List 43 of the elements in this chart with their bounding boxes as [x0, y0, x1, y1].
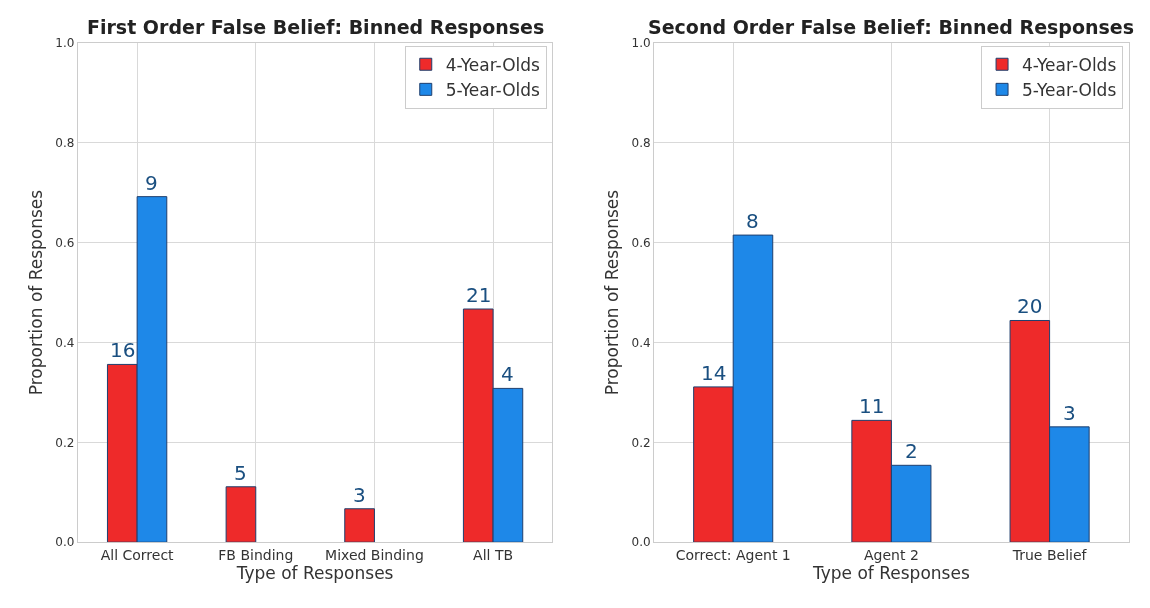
x-tick-label: All TB	[473, 547, 514, 564]
y-tick-label: 0.4	[55, 335, 75, 350]
x-tick-label: All Correct	[100, 547, 175, 564]
annotation: 4	[501, 362, 514, 386]
y-tick-label: 0.8	[55, 135, 75, 150]
annotation: 3	[1063, 401, 1076, 425]
legend-label: 4-Year-Olds	[1022, 54, 1117, 75]
y-tick-label: 0.0	[55, 535, 75, 550]
annotation: 11	[859, 394, 885, 418]
x-axis-title: Type of Responses	[235, 563, 394, 584]
y-tick-label: 0.4	[631, 335, 651, 350]
y-axis-title: Proportion of Responses	[25, 189, 46, 396]
y-tick-label: 0.2	[55, 435, 75, 450]
chart-title: Second Order False Belief: Binned Responses	[648, 16, 1135, 38]
y-tick-label: 1.0	[55, 36, 75, 51]
x-tick-label: Correct: Agent 1	[675, 547, 791, 564]
x-tick-label: FB Binding	[218, 547, 294, 564]
annotation: 21	[466, 283, 492, 307]
y-tick-label: 0.6	[631, 235, 651, 250]
chart-title: First Order False Belief: Binned Responses	[87, 16, 545, 38]
y-axis-title: Proportion of Responses	[602, 189, 623, 396]
annotation: 8	[746, 209, 759, 233]
annotation: 2	[905, 439, 918, 463]
annotation: 16	[110, 338, 136, 362]
x-tick-label: Agent 2	[864, 547, 919, 564]
bar	[225, 486, 257, 543]
y-tick-label: 0.8	[631, 135, 651, 150]
x-tick-label: True Belief	[1011, 547, 1088, 564]
annotation: 14	[701, 361, 727, 385]
x-tick-label: Mixed Binding	[325, 547, 424, 564]
annotation: 9	[145, 171, 158, 195]
annotation: 20	[1017, 294, 1043, 318]
y-tick-label: 0.2	[631, 435, 651, 450]
y-tick-label: 0.6	[55, 235, 75, 250]
annotation: 5	[234, 461, 247, 485]
x-axis-title: Type of Responses	[812, 563, 970, 584]
y-tick-label: 0.0	[631, 535, 651, 550]
y-tick-label: 1.0	[631, 36, 651, 51]
annotation: 3	[353, 483, 366, 507]
legend-label: 5-Year-Olds	[445, 79, 541, 100]
legend-label: 5-Year-Olds	[1022, 79, 1117, 100]
bar	[344, 508, 375, 543]
legend-label: 4-Year-Olds	[445, 54, 541, 75]
